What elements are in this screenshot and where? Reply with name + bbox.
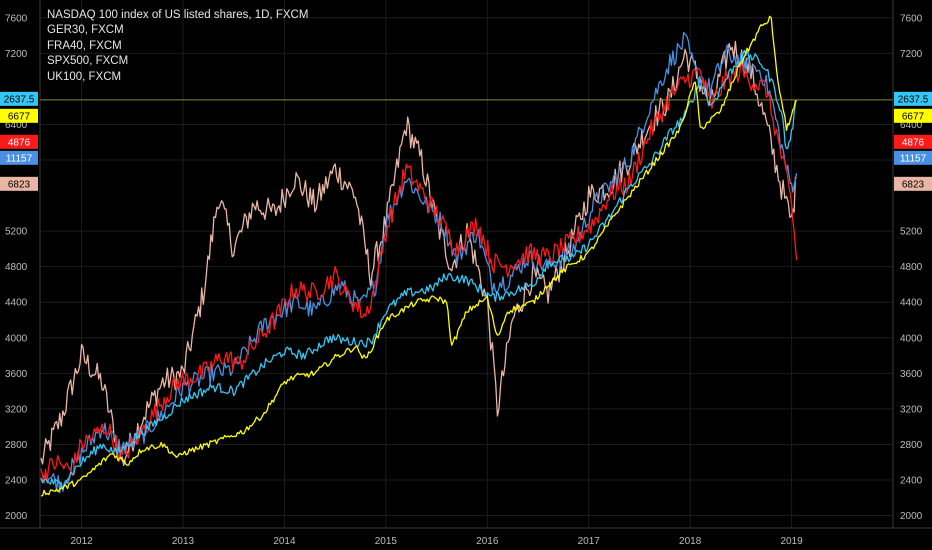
x-tick-label: 2013 — [172, 536, 195, 547]
price-badge-4 — [0, 176, 38, 191]
x-tick-label: 2017 — [578, 536, 601, 547]
y-tick-label-right: 2400 — [900, 476, 923, 487]
price-badge-label-0: 6677 — [8, 111, 31, 122]
price-badge-1 — [894, 134, 932, 149]
y-tick-label-left: 7200 — [5, 49, 28, 60]
price-badge-label-0: 6677 — [902, 111, 925, 122]
x-tick-label: 2016 — [476, 536, 499, 547]
x-tick-label: 2019 — [780, 536, 803, 547]
x-tick-label: 2015 — [375, 536, 398, 547]
price-badge-label-4: 6823 — [902, 179, 925, 190]
y-tick-label-right: 5200 — [900, 227, 923, 238]
y-tick-label-right: 3200 — [900, 404, 923, 415]
price-badge-label-3: 11157 — [900, 153, 927, 164]
price-badge-2 — [894, 91, 932, 106]
price-badge-label-2: 2637.5 — [898, 94, 929, 105]
y-tick-label-left: 5200 — [5, 227, 28, 238]
y-tick-label-left: 4800 — [5, 262, 28, 273]
price-badge-2 — [0, 91, 38, 106]
price-badge-label-3: 11157 — [6, 153, 33, 164]
y-tick-label-left: 3200 — [5, 404, 28, 415]
y-tick-label-right: 4000 — [900, 333, 923, 344]
series-line-4 — [40, 40, 797, 467]
left-price-axis[interactable]: 2000240028003200360040004400480052006000… — [5, 0, 41, 528]
right-price-axis[interactable]: 2000240028003200360040004400480052006000… — [892, 0, 923, 528]
price-badge-label-4: 6823 — [8, 179, 31, 190]
y-tick-label-left: 4400 — [5, 298, 28, 309]
legend: NASDAQ 100 index of US listed shares, 1D… — [47, 8, 308, 85]
legend-ger30[interactable]: GER30, FXCM — [47, 24, 124, 37]
left-price-badges: 2637.5 6677 4876 11157 6823 — [0, 91, 38, 191]
y-tick-label-right: 7200 — [900, 49, 923, 60]
legend-spx500[interactable]: SPX500, FXCM — [47, 55, 129, 68]
series-line-3 — [40, 31, 798, 494]
price-badge-1 — [0, 134, 38, 149]
series-lines — [40, 15, 798, 497]
x-tick-label: 2018 — [679, 536, 702, 547]
series-line-0 — [40, 15, 798, 497]
price-badge-3 — [894, 150, 932, 165]
legend-uk100[interactable]: UK100, FXCM — [47, 70, 122, 83]
series-line-2 — [40, 48, 798, 489]
y-tick-label-left: 2800 — [5, 440, 28, 451]
y-tick-label-right: 4800 — [900, 262, 923, 273]
price-badge-label-1: 4876 — [8, 137, 31, 148]
y-tick-label-right: 4400 — [900, 298, 923, 309]
legend-main-symbol[interactable]: NASDAQ 100 index of US listed shares, 1D… — [47, 9, 309, 21]
right-price-badges: 2637.5 6677 4876 11157 6823 — [894, 91, 932, 191]
y-tick-label-left: 2000 — [5, 511, 28, 522]
series-line-1 — [40, 60, 798, 484]
x-tick-label: 2014 — [273, 536, 296, 547]
y-tick-label-left: 4000 — [5, 333, 28, 344]
y-tick-label-left: 7600 — [5, 13, 28, 24]
price-badge-label-1: 4876 — [902, 137, 925, 148]
price-badge-label-2: 2637.5 — [4, 94, 35, 105]
y-tick-label-left: 3600 — [5, 369, 28, 380]
price-badge-4 — [894, 176, 932, 191]
y-tick-label-right: 2000 — [900, 511, 923, 522]
y-tick-label-right: 6400 — [900, 120, 923, 131]
y-tick-label-left: 6400 — [5, 120, 28, 131]
y-tick-label-left: 2400 — [5, 476, 28, 487]
price-badge-3 — [0, 150, 38, 165]
legend-fra40[interactable]: FRA40, FXCM — [47, 39, 122, 52]
x-tick-label: 2012 — [70, 536, 93, 547]
price-badge-0 — [0, 108, 38, 123]
y-tick-label-right: 3600 — [900, 369, 923, 380]
time-axis[interactable]: 2012 2013 2014 2015 2016 2017 2018 2019 — [0, 527, 932, 547]
price-badge-0 — [894, 108, 932, 123]
y-tick-label-right: 2800 — [900, 440, 923, 451]
y-tick-label-right: 7600 — [900, 13, 923, 24]
